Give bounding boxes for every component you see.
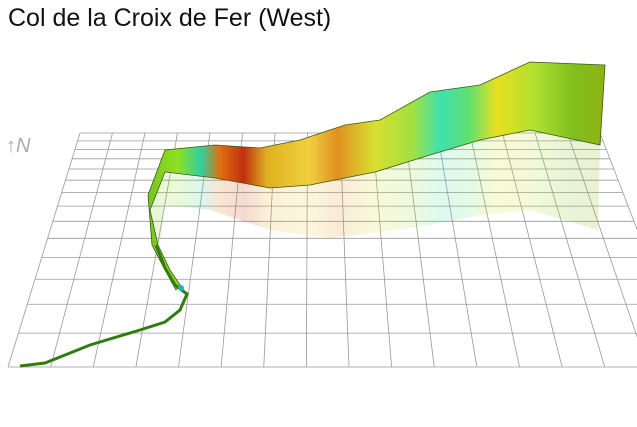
grid-line	[7, 132, 81, 368]
route-marker	[178, 285, 184, 291]
page-title: Col de la Croix de Fer (West)	[8, 4, 332, 32]
wall-reflection	[148, 130, 600, 245]
grid-line	[92, 132, 146, 368]
compass-label: ↑N	[6, 135, 31, 157]
route-wall	[147, 61, 606, 291]
grid-line	[50, 132, 113, 368]
grid-line	[599, 132, 637, 231]
route-lower	[19, 244, 189, 368]
